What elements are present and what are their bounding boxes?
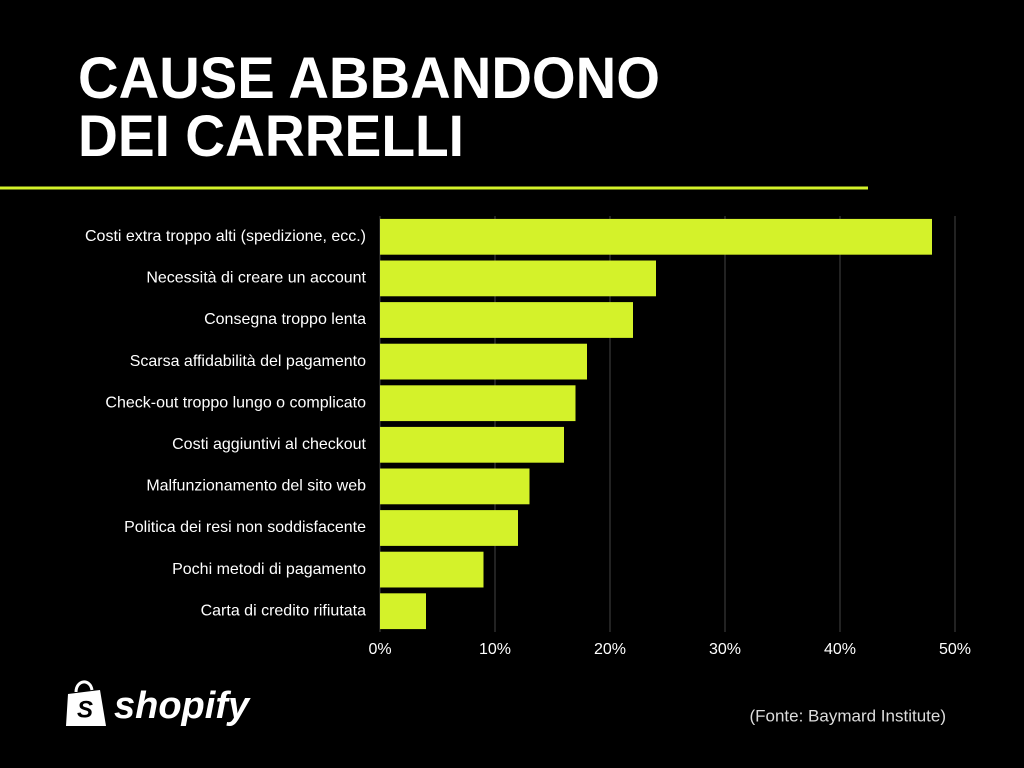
y-tick-label: Carta di credito rifiutata <box>201 602 367 619</box>
bar <box>380 593 426 630</box>
y-tick-label: Malfunzionamento del sito web <box>146 478 366 495</box>
y-tick-label: Costi extra troppo alti (spedizione, ecc… <box>85 228 366 245</box>
bar <box>380 385 576 422</box>
shopify-bag: S <box>66 680 106 726</box>
y-tick-label: Costi aggiuntivi al checkout <box>172 436 366 453</box>
x-tick-label: 0% <box>368 641 391 658</box>
bar <box>380 551 484 588</box>
x-tick-label: 50% <box>939 641 971 658</box>
y-tick-label: Pochi metodi di pagamento <box>172 561 366 578</box>
logo: shopify <box>114 685 251 727</box>
y-tick-label: Scarsa affidabilità del pagamento <box>130 353 366 370</box>
source: (Fonte: Baymard Institute) <box>749 706 946 725</box>
y-tick-label: Consegna troppo lenta <box>204 311 366 328</box>
x-tick-label: 10% <box>479 641 511 658</box>
bar <box>380 468 530 505</box>
bar <box>380 302 633 338</box>
svg-text:S: S <box>77 696 93 723</box>
bar <box>380 218 932 255</box>
bar <box>380 426 564 463</box>
y-tick-label: Necessità di creare un account <box>146 270 366 287</box>
y-tick-label: Politica dei resi non soddisfacente <box>124 519 366 536</box>
x-tick-label: 30% <box>709 641 741 658</box>
bar <box>380 343 587 380</box>
chart-title: DEI CARRELLI <box>78 104 464 169</box>
x-tick-label: 20% <box>594 641 626 658</box>
chart-title: CAUSE ABBANDONO <box>78 46 660 111</box>
bar <box>380 510 518 546</box>
bar <box>380 260 656 297</box>
x-tick-label: 40% <box>824 641 856 658</box>
y-tick-label: Check-out troppo lungo o complicato <box>105 394 366 411</box>
